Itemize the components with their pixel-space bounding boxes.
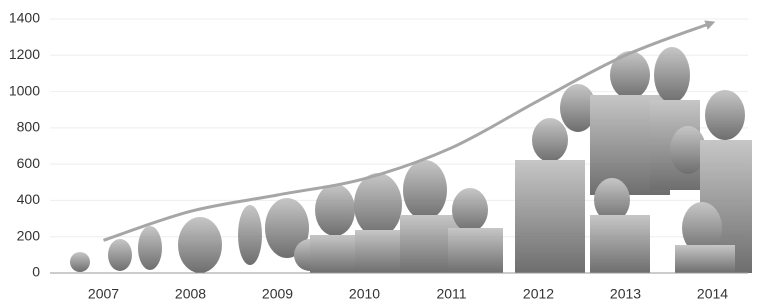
y-tick-label: 1200 <box>9 46 40 62</box>
x-tick-label: 2013 <box>610 286 641 302</box>
y-tick-label: 800 <box>17 119 41 135</box>
x-tick-label: 2009 <box>262 286 293 302</box>
x-tick-label: 2014 <box>697 286 728 302</box>
y-tick-label: 1400 <box>9 10 40 26</box>
x-tick-label: 2011 <box>436 286 466 302</box>
y-tick-label: 0 <box>32 264 40 280</box>
y-tick-label: 600 <box>17 155 41 171</box>
y-tick-label: 1000 <box>9 82 40 98</box>
x-tick-label: 2008 <box>175 286 206 302</box>
chart: 0 200 400 600 800 1000 1200 1400 2007 2008 2009 201… <box>0 0 758 304</box>
photo-collage <box>70 47 752 273</box>
x-tick-label: 2010 <box>349 286 380 302</box>
y-tick-label: 200 <box>17 227 41 243</box>
x-tick-label: 2007 <box>88 286 119 302</box>
y-tick-label: 400 <box>17 191 41 207</box>
x-tick-label: 2012 <box>523 286 554 302</box>
